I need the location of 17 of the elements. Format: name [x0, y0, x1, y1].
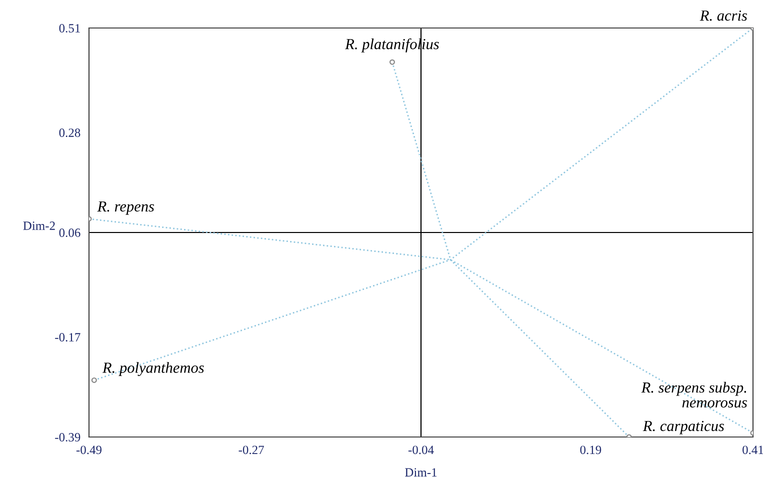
y-tick-label: -0.39	[55, 433, 80, 442]
annotation: R. repens	[97, 201, 154, 215]
y-tick-label: 0.28	[59, 128, 80, 138]
annotation: R. carpaticus	[642, 420, 724, 434]
x-tick-label: -0.27	[238, 446, 264, 454]
y-tick-label: -0.17	[55, 333, 80, 342]
y-axis-title: Dim-2	[23, 222, 55, 230]
annotation: R. polyanthemos	[102, 362, 204, 376]
x-tick-label: -0.49	[76, 446, 102, 454]
annotation: R. serpens subsp. nemorosus	[641, 382, 747, 408]
y-tick-label: 0.06	[59, 228, 80, 238]
annotation: R. acris	[700, 10, 747, 21]
y-tick-label: 0.51	[59, 24, 80, 33]
x-tick-label: -0.04	[408, 446, 434, 454]
x-axis-title: Dim-1	[405, 468, 437, 476]
x-tick-label: 0.19	[580, 446, 602, 454]
x-tick-label: 0.41	[742, 446, 763, 454]
